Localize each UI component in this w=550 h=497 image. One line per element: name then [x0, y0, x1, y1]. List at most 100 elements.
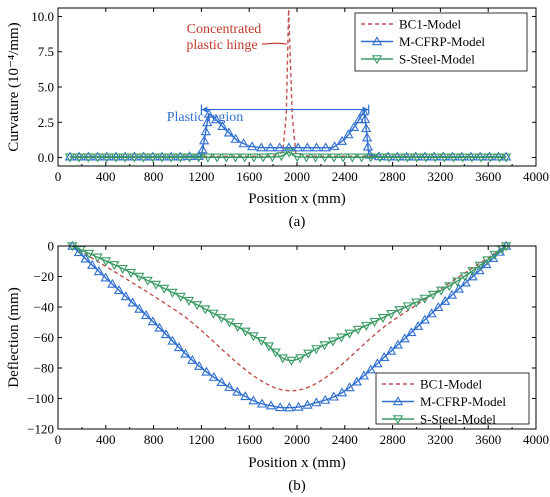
legend-a: BC1-Model M-CFRP-Model S-Steel-Model [354, 12, 528, 72]
data-point-marker [394, 306, 405, 316]
data-point-marker [265, 400, 277, 410]
data-point-marker [87, 259, 98, 269]
data-point-marker [159, 284, 170, 294]
data-point-marker [500, 153, 512, 163]
data-point-marker [142, 276, 153, 286]
data-point-marker [329, 141, 340, 151]
data-point-marker [147, 316, 158, 326]
series-line-m-cfrp-model [69, 108, 507, 158]
data-point-marker [201, 366, 212, 376]
data-point-marker [230, 153, 241, 163]
data-point-marker [500, 242, 512, 252]
data-point-marker [369, 317, 380, 327]
data-point-marker [348, 122, 360, 132]
legend-marker [392, 415, 404, 425]
y-tick-label: −60 [34, 330, 54, 345]
data-point-marker [467, 267, 478, 277]
data-point-marker [100, 272, 111, 282]
data-point-marker [419, 314, 430, 324]
data-point-marker [92, 153, 103, 163]
data-point-marker [358, 370, 369, 380]
data-point-marker [93, 266, 105, 276]
data-point-marker [267, 153, 278, 163]
legend-marker [392, 396, 404, 406]
data-point-marker [427, 290, 439, 300]
data-point-marker [419, 294, 430, 304]
data-point-marker [197, 144, 208, 154]
x-tick-label: 1200 [188, 432, 214, 447]
x-tick-label: 3200 [427, 169, 453, 184]
data-point-marker [377, 313, 389, 323]
data-point-marker [320, 394, 331, 404]
data-point-marker [361, 321, 372, 331]
y-axis-label-b: Deflection (mm) [6, 287, 22, 387]
data-point-marker [459, 272, 471, 282]
x-tick-label: 3600 [475, 432, 501, 447]
data-point-marker [202, 117, 213, 127]
legend-label: S-Steel-Model [399, 52, 475, 67]
data-point-marker [467, 271, 478, 281]
data-point-marker [138, 151, 149, 161]
x-tick-label: 2000 [284, 432, 310, 447]
plastic-region-bracket [200, 104, 370, 115]
data-point-marker [446, 289, 458, 299]
legend-label: BC1-Model [399, 17, 462, 32]
data-point-marker [286, 356, 297, 366]
data-point-marker [83, 151, 94, 161]
data-point-marker [167, 288, 178, 298]
legend-label: M-CFRP-Model [420, 394, 506, 409]
data-point-marker [140, 309, 152, 319]
data-point-marker [83, 153, 94, 163]
data-point-marker [183, 296, 195, 306]
x-axis-label-b: Position x (mm) [248, 455, 346, 471]
data-point-marker [444, 282, 455, 292]
data-point-marker [327, 337, 339, 347]
data-point-marker [485, 153, 496, 163]
x-tick-label: 4000 [523, 169, 549, 184]
data-point-marker [101, 153, 112, 163]
data-point-marker [248, 332, 259, 342]
data-point-marker [208, 309, 219, 319]
data-point-marker [180, 348, 191, 358]
data-point-marker [411, 298, 422, 308]
data-point-marker [230, 133, 241, 143]
data-point-marker [474, 261, 486, 271]
data-point-marker [474, 265, 485, 275]
x-tick-label: 2400 [332, 432, 358, 447]
data-point-marker [343, 129, 354, 139]
data-point-marker [147, 153, 158, 163]
data-point-marker [292, 142, 304, 152]
y-tick-label: 0.0 [38, 150, 54, 165]
data-point-marker [187, 354, 198, 364]
y-tick-label: −80 [34, 361, 54, 376]
data-point-marker [67, 242, 78, 252]
plastic-region-arrow-right [362, 106, 369, 113]
data-point-marker [347, 153, 358, 163]
x-tick-label: 400 [96, 169, 116, 184]
data-point-marker [154, 322, 165, 332]
data-point-marker [192, 301, 203, 311]
data-point-marker [359, 114, 371, 124]
data-point-marker [448, 153, 459, 163]
data-point-marker [402, 153, 413, 163]
hinge-annotation-line2: plastic hinge [186, 38, 257, 53]
data-point-marker [113, 285, 125, 295]
data-point-marker [361, 123, 372, 133]
data-point-marker [352, 325, 364, 335]
data-point-marker [150, 280, 162, 290]
legend-label: M-CFRP-Model [399, 34, 485, 49]
data-point-marker [412, 320, 424, 330]
data-point-marker [64, 153, 76, 163]
data-point-marker [256, 337, 267, 347]
x-tick-label: 800 [144, 169, 164, 184]
y-tick-label: −100 [27, 391, 54, 406]
x-tick-label: 800 [144, 432, 164, 447]
x-axis-label-a: Position x (mm) [248, 191, 346, 207]
data-point-marker [386, 310, 397, 320]
y-tick-label: 5.0 [38, 80, 54, 95]
series-line-s-steel-model [69, 150, 507, 158]
data-point-marker [117, 264, 128, 274]
x-tick-label: 3600 [475, 169, 501, 184]
data-point-marker [202, 153, 214, 163]
